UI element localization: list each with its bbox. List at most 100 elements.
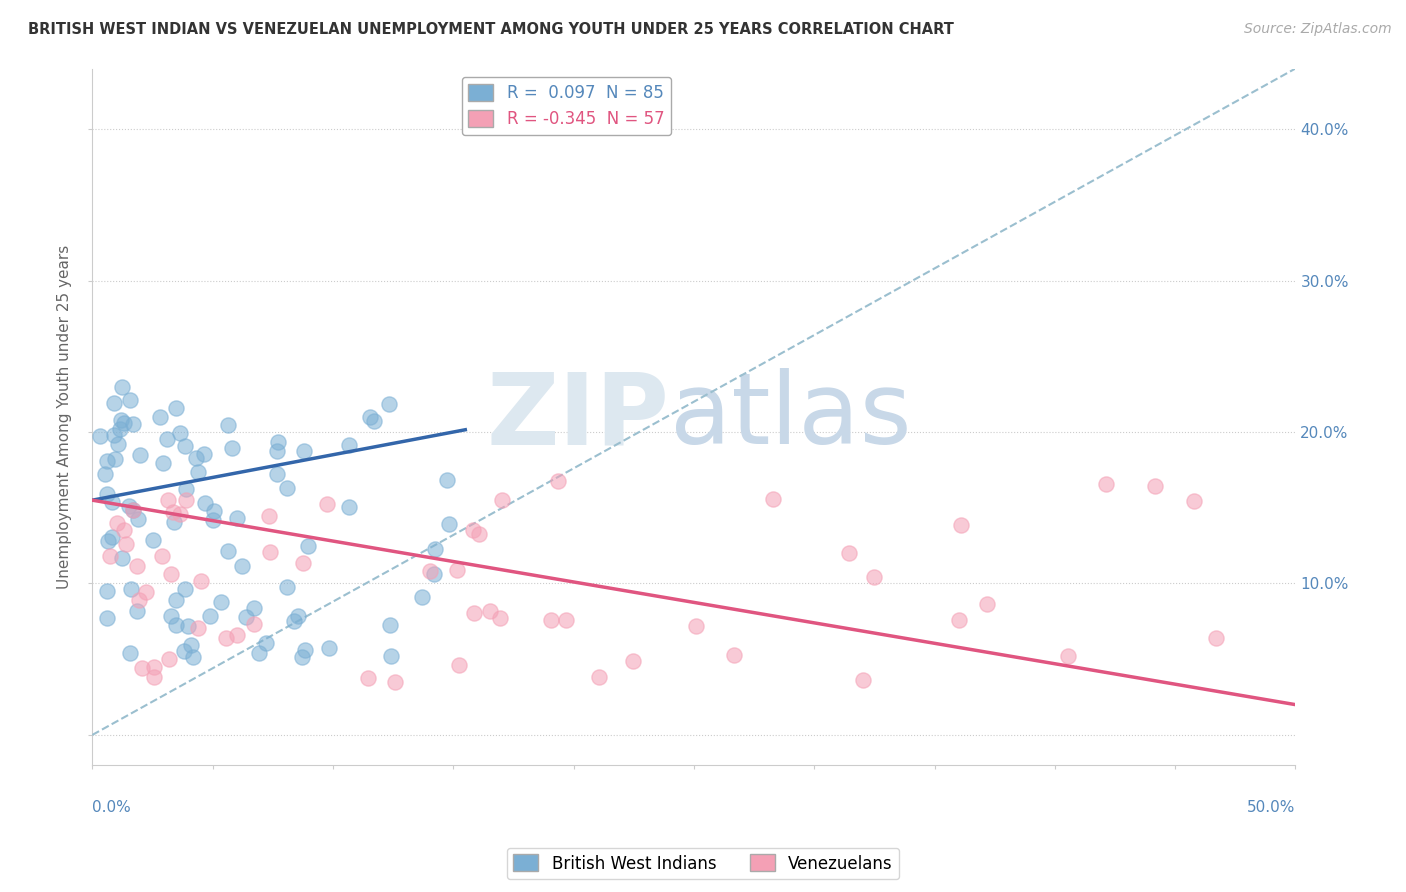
Point [685,619,707,633]
Point [176,483,198,497]
Point [449,657,471,672]
Point [96,611,118,625]
Point [128,593,150,607]
Point [419,564,441,578]
Point [762,491,785,506]
Point [287,608,309,623]
Point [160,567,183,582]
Point [1144,478,1167,492]
Point [1094,477,1116,491]
Point [621,654,644,668]
Text: 0.0%: 0.0% [93,800,131,815]
Point [266,467,288,481]
Point [121,503,143,517]
Point [948,613,970,627]
Point [851,673,873,688]
Point [169,426,191,441]
Point [436,473,458,487]
Point [384,675,406,690]
Point [165,401,187,416]
Point [89,429,111,443]
Point [165,618,187,632]
Point [156,432,179,446]
Point [181,650,204,665]
Point [380,649,402,664]
Point [104,452,127,467]
Point [131,661,153,675]
Point [128,448,150,462]
Point [201,513,224,527]
Point [209,594,232,608]
Point [461,523,484,537]
Text: ZIP: ZIP [486,368,669,466]
Point [283,614,305,628]
Point [243,601,266,615]
Point [115,537,138,551]
Point [1182,494,1205,508]
Point [173,582,195,596]
Point [217,544,239,558]
Point [187,465,209,479]
Point [291,556,314,570]
Point [976,597,998,611]
Point [359,409,381,424]
Point [318,640,340,655]
Point [103,427,125,442]
Point [378,617,401,632]
Point [231,559,253,574]
Point [266,444,288,458]
Point [291,650,314,665]
Point [555,613,578,627]
Point [540,613,562,627]
Point [96,453,118,467]
Point [176,619,198,633]
Point [111,550,134,565]
Point [294,643,316,657]
Point [217,418,239,433]
Legend: British West Indians, Venezuelans: British West Indians, Venezuelans [506,847,900,880]
Point [276,580,298,594]
Point [204,504,226,518]
Point [363,414,385,428]
Point [259,545,281,559]
Point [187,621,209,635]
Point [337,500,360,515]
Point [357,671,380,685]
Point [437,517,460,532]
Point [143,660,166,674]
Y-axis label: Unemployment Among Youth under 25 years: Unemployment Among Youth under 25 years [58,244,72,589]
Point [423,542,446,557]
Text: Source: ZipAtlas.com: Source: ZipAtlas.com [1244,22,1392,37]
Point [446,563,468,577]
Point [163,515,186,529]
Point [491,492,513,507]
Point [194,496,217,510]
Point [103,396,125,410]
Point [226,628,249,642]
Point [411,590,433,604]
Point [723,648,745,662]
Point [111,380,134,394]
Point [120,393,142,408]
Point [107,437,129,451]
Point [1205,631,1227,645]
Point [101,530,124,544]
Point [96,487,118,501]
Point [112,523,135,537]
Point [101,495,124,509]
Point [588,670,610,684]
Point [127,512,149,526]
Point [94,467,117,482]
Point [292,444,315,458]
Point [198,608,221,623]
Point [423,566,446,581]
Point [150,549,173,563]
Point [174,439,197,453]
Point [180,638,202,652]
Text: BRITISH WEST INDIAN VS VENEZUELAN UNEMPLOYMENT AMONG YOUTH UNDER 25 YEARS CORREL: BRITISH WEST INDIAN VS VENEZUELAN UNEMPL… [28,22,955,37]
Point [463,606,485,620]
Point [143,670,166,684]
Point [339,438,361,452]
Point [96,584,118,599]
Point [149,409,172,424]
